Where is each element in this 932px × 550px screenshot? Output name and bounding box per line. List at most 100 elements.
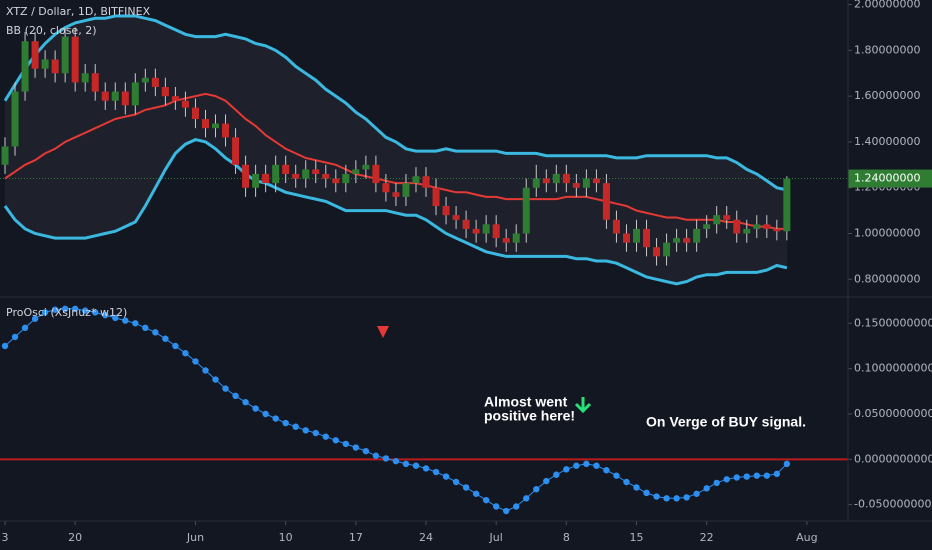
candle-body: [763, 224, 771, 229]
oscillator-dot: [753, 472, 760, 479]
band-lower: [3, 138, 788, 286]
indicator-label: BB (20, close, 2): [6, 24, 97, 37]
candle-body: [412, 176, 420, 184]
oscillator-dot: [603, 467, 610, 474]
candle-body: [212, 123, 220, 129]
oscillator-dot: [723, 476, 730, 483]
oscillator-dot: [472, 490, 480, 497]
candle-body: [121, 91, 129, 106]
oscillator-dot: [112, 314, 119, 322]
chart-title: XTZ / Dollar, 1D, BITFINEX: [6, 5, 151, 18]
band-basis: [4, 92, 787, 230]
oscillator-dot: [382, 455, 390, 462]
oscillator-dot: [31, 315, 39, 322]
oscillator-dot: [643, 489, 650, 497]
oscillator-dot: [633, 484, 640, 491]
candle-body: [482, 224, 490, 234]
candle-body: [452, 215, 460, 220]
oscillator-dot: [272, 415, 279, 422]
oscillator-dot: [51, 306, 59, 313]
oscillator-dot: [623, 478, 630, 486]
candle-body: [322, 173, 330, 179]
oscillator-dot: [392, 457, 400, 465]
candle-body: [572, 183, 580, 188]
candle-body: [743, 228, 751, 234]
oscillator-dot: [202, 367, 209, 374]
oscillator-dot: [533, 486, 540, 493]
oscillator-dot: [422, 465, 430, 472]
last-price-box: [848, 169, 932, 188]
oscillator-dot: [302, 427, 309, 434]
oscillator-dot: [372, 452, 380, 459]
candle-body: [432, 187, 440, 207]
oscillator-dot: [543, 477, 550, 485]
candle-body: [783, 178, 791, 232]
candle-body: [462, 219, 470, 229]
candle-body: [232, 137, 240, 165]
oscillator-dot: [783, 460, 791, 468]
y-tick-label: -0.0500000000: [854, 498, 932, 511]
candle-body: [91, 73, 99, 92]
candle-body: [302, 169, 310, 179]
candle-body: [161, 86, 169, 97]
x-tick-label: 24: [419, 531, 433, 544]
candle-body: [392, 192, 400, 197]
candle-body: [502, 238, 510, 243]
oscillator-dot: [222, 385, 229, 392]
oscillator-dot: [342, 440, 350, 448]
oscillator-dot: [232, 392, 239, 400]
oscillator-dot: [442, 473, 450, 480]
oscillator-dot: [583, 460, 590, 468]
candle-body: [201, 119, 209, 129]
candle-body: [61, 36, 69, 74]
oscillator-dot: [432, 468, 440, 476]
oscillator-dot: [673, 495, 680, 502]
oscillator-dot: [61, 305, 69, 312]
candle-body: [562, 173, 570, 184]
candle-body: [472, 228, 480, 234]
oscillator-dot: [162, 335, 169, 342]
oscillator-dot: [613, 472, 620, 479]
candle-body: [141, 77, 149, 83]
candle-body: [171, 96, 179, 101]
y-tick-label: 0.80000000: [854, 272, 920, 285]
candle-body: [81, 73, 89, 83]
band-upper: [3, 14, 788, 192]
oscillator-dot: [212, 376, 219, 383]
x-tick-label: Aug: [796, 531, 817, 544]
oscillator-dot: [352, 444, 360, 451]
x-tick-label: 17: [349, 531, 363, 544]
candle-body: [683, 238, 691, 243]
candle-body: [552, 173, 560, 184]
oscillator-dot: [402, 460, 410, 468]
oscillator-dot: [332, 437, 339, 444]
oscillator-dot: [663, 495, 670, 502]
y-tick-label: 0.0000000000: [854, 452, 932, 465]
oscillator-dot: [11, 333, 19, 341]
candle-body: [633, 228, 641, 243]
y-tick-label: 1.00000000: [854, 226, 920, 239]
candle-body: [622, 233, 630, 243]
oscillator-dot: [362, 447, 370, 455]
oscillator-dot: [563, 466, 570, 473]
x-tick-label: 10: [279, 531, 293, 544]
candle-body: [532, 178, 540, 188]
candle-body: [332, 178, 340, 184]
candle-body: [512, 233, 520, 243]
candle-body: [352, 169, 360, 174]
candle-body: [11, 91, 19, 147]
candle-body: [372, 164, 380, 184]
candle-body: [272, 164, 280, 184]
candle-body: [422, 176, 430, 188]
oscillator-dot: [733, 474, 740, 481]
candle-body: [582, 178, 590, 188]
candle-body: [542, 178, 550, 184]
oscillator-dot: [282, 419, 289, 427]
candle-body: [41, 59, 49, 69]
oscillator-dot: [713, 479, 720, 487]
annotation: On Verge of BUY signal.: [646, 414, 806, 430]
band-fill: [5, 16, 787, 284]
candle-body: [111, 91, 119, 101]
x-tick-label: 3: [2, 531, 9, 544]
